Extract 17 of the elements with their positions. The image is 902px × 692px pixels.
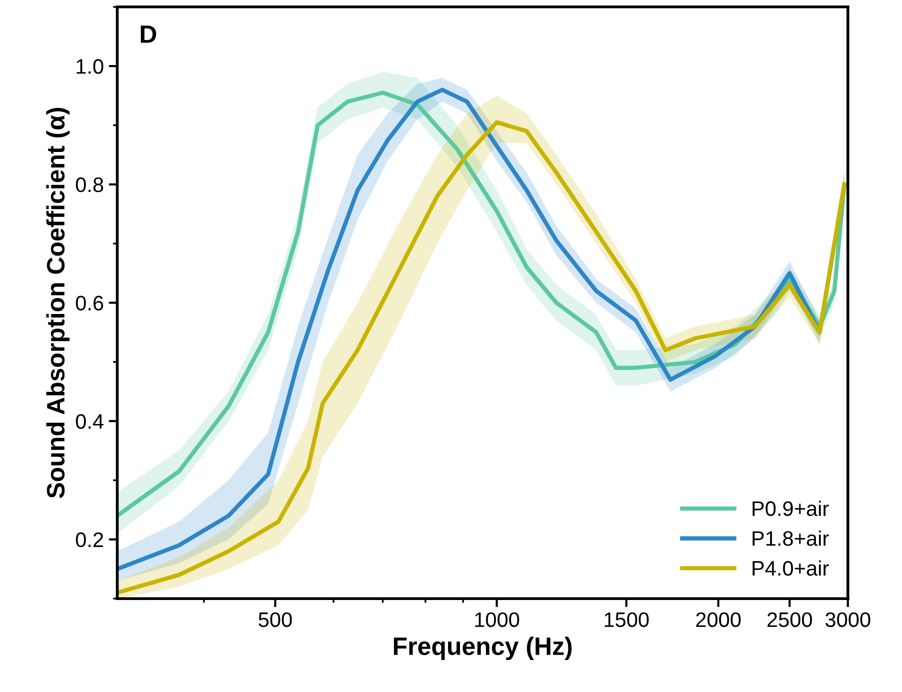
x-tick-label: 2000 bbox=[696, 612, 741, 628]
y-tick-label: 1.0 bbox=[76, 59, 104, 74]
y-axis-title: Sound Absorption Coefficient (α) bbox=[46, 108, 70, 498]
x-tick-label: 1000 bbox=[475, 612, 520, 628]
legend-label: P4.0+air bbox=[752, 560, 829, 576]
legend-label: P0.9+air bbox=[752, 500, 829, 516]
y-tick-label: 0.2 bbox=[76, 532, 104, 548]
annotation: D bbox=[140, 26, 156, 43]
x-tick-label: 1500 bbox=[604, 612, 649, 628]
x-axis-title: Frequency (Hz) bbox=[394, 636, 572, 660]
x-tick-label: 3000 bbox=[826, 612, 870, 628]
y-tick-label: 0.4 bbox=[76, 414, 104, 429]
y-tick-label: 0.6 bbox=[76, 296, 104, 311]
y-tick-label: 0.8 bbox=[76, 177, 104, 192]
x-tick-label: 2500 bbox=[767, 612, 812, 628]
legend-label: P1.8+air bbox=[752, 530, 829, 546]
x-tick-label: 500 bbox=[258, 612, 292, 628]
